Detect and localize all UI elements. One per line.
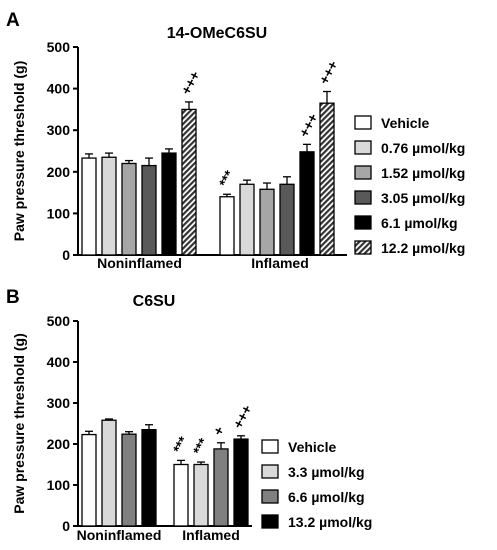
x-tick-label: Inflamed <box>251 255 309 271</box>
legend-swatch <box>354 165 372 180</box>
y-axis-label: Paw pressure threshold (g) <box>11 333 27 513</box>
panel-label: A <box>6 10 20 31</box>
y-axis-label: Paw pressure threshold (g) <box>11 61 27 241</box>
y-tick-label: 100 <box>47 205 71 221</box>
legend-swatch <box>261 489 279 504</box>
bar <box>279 183 295 256</box>
bar <box>259 188 275 256</box>
significance-mark: *** <box>216 167 238 189</box>
legend-label: 13.2 µmol/kg <box>288 514 372 530</box>
legend-swatch <box>354 140 372 155</box>
bar <box>101 156 117 256</box>
y-tick-label: 100 <box>47 477 71 493</box>
y-tick-label: 500 <box>47 313 71 329</box>
bar <box>299 151 315 256</box>
bar <box>81 433 97 527</box>
legend-label: 3.05 µmol/kg <box>381 190 465 206</box>
legend-label: 0.76 µmol/kg <box>381 140 465 156</box>
y-tick-label: 400 <box>47 354 71 370</box>
bar <box>173 463 189 527</box>
x-tick-label: Noninflamed <box>97 255 182 271</box>
legend-swatch <box>354 115 372 130</box>
significance-mark: +++ <box>316 58 342 87</box>
y-tick-label: 0 <box>62 247 70 263</box>
legend-label: 12.2 µmol/kg <box>381 240 465 256</box>
bar <box>213 448 229 527</box>
legend-swatch <box>261 464 279 479</box>
bar <box>121 162 137 256</box>
y-tick-label: 500 <box>47 39 71 55</box>
bar <box>101 419 117 527</box>
legend-label: Vehicle <box>381 115 429 131</box>
bar <box>239 183 255 256</box>
legend-label: 6.1 µmol/kg <box>381 215 458 231</box>
legend-swatch <box>261 439 279 454</box>
bar <box>141 164 157 256</box>
significance-mark: *** <box>170 433 192 455</box>
bar <box>81 157 97 256</box>
legend-label: 6.6 µmol/kg <box>288 489 365 505</box>
legend-swatch <box>261 514 279 529</box>
significance-mark: +++ <box>178 68 204 97</box>
chart-title: 14-OMeC6SU <box>167 25 267 42</box>
bar <box>219 196 235 256</box>
x-tick-label: Noninflamed <box>77 527 162 543</box>
legend-label: 1.52 µmol/kg <box>381 165 465 181</box>
y-tick-label: 300 <box>47 395 71 411</box>
legend-label: Vehicle <box>288 439 336 455</box>
legend-swatch <box>354 190 372 205</box>
bar <box>161 152 177 256</box>
bar <box>193 463 209 527</box>
bar <box>141 428 157 527</box>
legend-swatch <box>354 215 372 230</box>
y-tick-label: 200 <box>47 436 71 452</box>
legend-swatch <box>354 240 372 255</box>
panel-b-chart: B C6SU Paw pressure threshold (g) 0 100 200 30… <box>6 287 372 543</box>
y-tick-label: 400 <box>47 81 71 97</box>
y-tick-label: 200 <box>47 164 71 180</box>
panel-label: B <box>6 287 20 308</box>
panel-a-chart: A 14-OMeC6SU Paw pressure threshold (g) 0 10… <box>6 10 465 271</box>
legend-label: 3.3 µmol/kg <box>288 464 365 480</box>
significance-mark: +++ <box>296 111 322 140</box>
x-tick-label: Inflamed <box>182 527 240 543</box>
significance-mark: *** <box>190 435 212 457</box>
significance-mark: + <box>210 423 228 438</box>
bar <box>233 438 249 527</box>
y-tick-label: 300 <box>47 122 71 138</box>
bar <box>121 433 137 527</box>
bar <box>319 102 335 256</box>
y-tick-label: 0 <box>62 518 70 534</box>
bar <box>181 108 197 256</box>
significance-mark: +++ <box>230 402 256 431</box>
chart-title: C6SU <box>133 293 176 310</box>
